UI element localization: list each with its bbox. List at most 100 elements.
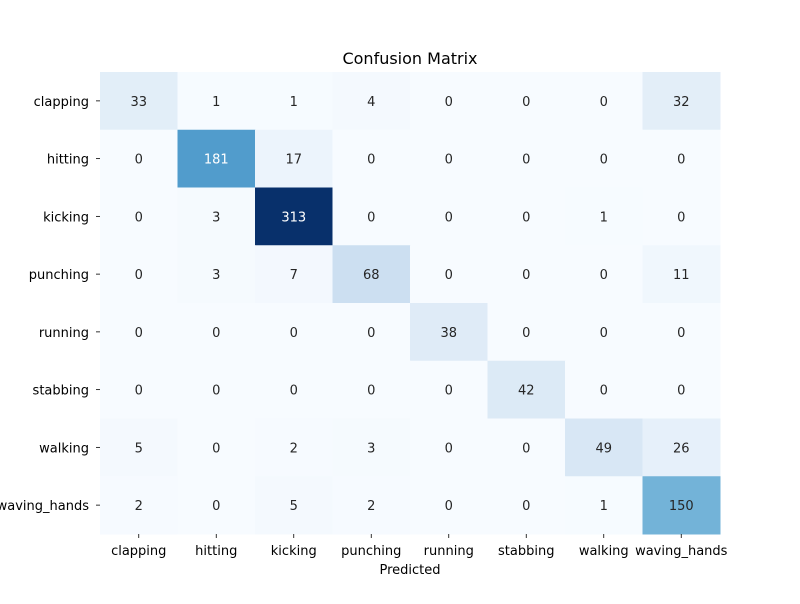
heatmap-cell-walking-kicking — [255, 418, 333, 477]
cell-value-label: 0 — [135, 326, 143, 341]
y-tick-label: punching — [29, 268, 89, 283]
cell-value-label: 0 — [677, 326, 685, 341]
heatmap-cell-clapping-waving_hands — [642, 72, 721, 131]
cell-value-label: 7 — [290, 268, 298, 283]
x-tick-label: clapping — [111, 544, 166, 559]
cell-value-label: 150 — [669, 499, 694, 514]
x-tick-label: punching — [341, 544, 401, 559]
cell-value-label: 49 — [595, 441, 612, 456]
heatmap-cell-waving_hands-waving_hands — [642, 476, 721, 535]
cell-value-label: 0 — [290, 326, 298, 341]
heatmap-cell-hitting-clapping — [100, 129, 178, 188]
heatmap-cell-stabbing-walking — [565, 360, 643, 419]
cell-value-label: 32 — [673, 95, 690, 110]
heatmap-cell-walking-clapping — [100, 418, 178, 477]
cell-value-label: 5 — [135, 441, 143, 456]
heatmap-cell-stabbing-running — [410, 360, 488, 419]
y-tick-label: clapping — [34, 95, 89, 110]
heatmap-cell-waving_hands-kicking — [255, 476, 333, 535]
cell-value-label: 0 — [677, 210, 685, 225]
heatmap-cell-running-walking — [565, 303, 643, 362]
cell-value-label: 1 — [600, 210, 608, 225]
heatmap-cells — [100, 72, 721, 535]
cell-value-label: 0 — [677, 384, 685, 399]
cell-value-label: 0 — [445, 499, 453, 514]
cell-value-label: 4 — [367, 95, 375, 110]
heatmap-cell-walking-stabbing — [487, 418, 566, 477]
cell-value-label: 0 — [522, 499, 530, 514]
cell-value-label: 0 — [522, 441, 530, 456]
cell-value-label: 17 — [285, 153, 302, 168]
heatmap-cell-punching-running — [410, 245, 488, 304]
heatmap-cell-labels: 33 1 1 4 0 0 0 320 181 17 0 0 0 0 00 3 313 0 0 0 1 00 3 7 68 0 0 0 1… — [130, 95, 693, 514]
heatmap-cell-kicking-punching — [332, 187, 411, 246]
cell-value-label: 3 — [212, 210, 220, 225]
cell-value-label: 0 — [600, 95, 608, 110]
cell-value-label: 1 — [212, 95, 220, 110]
heatmap-cell-kicking-kicking — [255, 187, 333, 246]
x-tick-label: kicking — [271, 544, 317, 559]
heatmap-cell-walking-waving_hands — [642, 418, 721, 477]
cell-value-label: 1 — [600, 499, 608, 514]
cell-value-label: 2 — [290, 441, 298, 456]
cell-value-label: 68 — [363, 268, 380, 283]
heatmap-cell-punching-punching — [332, 245, 411, 304]
heatmap-cell-hitting-hitting — [177, 129, 256, 188]
heatmap-cell-running-hitting — [177, 303, 256, 362]
cell-value-label: 2 — [367, 499, 375, 514]
cell-value-label: 1 — [290, 95, 298, 110]
heatmap-cell-waving_hands-clapping — [100, 476, 178, 535]
cell-value-label: 0 — [522, 153, 530, 168]
cell-value-label: 0 — [367, 210, 375, 225]
heatmap-cell-running-running — [410, 303, 488, 362]
heatmap-cell-waving_hands-punching — [332, 476, 411, 535]
cell-value-label: 3 — [212, 268, 220, 283]
heatmap-cell-kicking-stabbing — [487, 187, 566, 246]
heatmap-cell-waving_hands-hitting — [177, 476, 256, 535]
cell-value-label: 0 — [600, 326, 608, 341]
cell-value-label: 3 — [367, 441, 375, 456]
heatmap-cell-punching-walking — [565, 245, 643, 304]
heatmap-cell-clapping-punching — [332, 72, 411, 131]
heatmap-cell-stabbing-kicking — [255, 360, 333, 419]
cell-value-label: 0 — [212, 499, 220, 514]
cell-value-label: 181 — [204, 153, 229, 168]
cell-value-label: 0 — [212, 326, 220, 341]
heatmap-cell-clapping-stabbing — [487, 72, 566, 131]
cell-value-label: 5 — [290, 499, 298, 514]
cell-value-label: 11 — [673, 268, 690, 283]
cell-value-label: 0 — [367, 153, 375, 168]
cell-value-label: 0 — [290, 384, 298, 399]
cell-value-label: 0 — [445, 441, 453, 456]
cell-value-label: 0 — [522, 210, 530, 225]
cell-value-label: 0 — [212, 441, 220, 456]
heatmap-cell-running-punching — [332, 303, 411, 362]
heatmap-cell-stabbing-waving_hands — [642, 360, 721, 419]
cell-value-label: 0 — [445, 210, 453, 225]
heatmap-cell-punching-hitting — [177, 245, 256, 304]
heatmap-cell-hitting-waving_hands — [642, 129, 721, 188]
cell-value-label: 2 — [135, 499, 143, 514]
y-tick-label: running — [39, 326, 89, 341]
cell-value-label: 0 — [367, 326, 375, 341]
heatmap-cell-walking-running — [410, 418, 488, 477]
cell-value-label: 42 — [518, 384, 535, 399]
cell-value-label: 0 — [445, 95, 453, 110]
cell-value-label: 0 — [135, 384, 143, 399]
heatmap-cell-punching-kicking — [255, 245, 333, 304]
x-axis-ticks: clapping hitting kicking punching running sta… — [111, 534, 728, 559]
heatmap-cell-walking-hitting — [177, 418, 256, 477]
cell-value-label: 313 — [281, 210, 306, 225]
heatmap-cell-stabbing-clapping — [100, 360, 178, 419]
chart-title: Confusion Matrix — [342, 49, 477, 68]
y-axis-ticks: clapping hitting kicking punching running sta… — [0, 95, 100, 514]
heatmap-cell-running-stabbing — [487, 303, 566, 362]
heatmap-cell-kicking-hitting — [177, 187, 256, 246]
heatmap-cell-stabbing-hitting — [177, 360, 256, 419]
heatmap-cell-waving_hands-running — [410, 476, 488, 535]
heatmap-cell-punching-waving_hands — [642, 245, 721, 304]
cell-value-label: 0 — [212, 384, 220, 399]
heatmap-cell-kicking-clapping — [100, 187, 178, 246]
heatmap-cell-hitting-kicking — [255, 129, 333, 188]
